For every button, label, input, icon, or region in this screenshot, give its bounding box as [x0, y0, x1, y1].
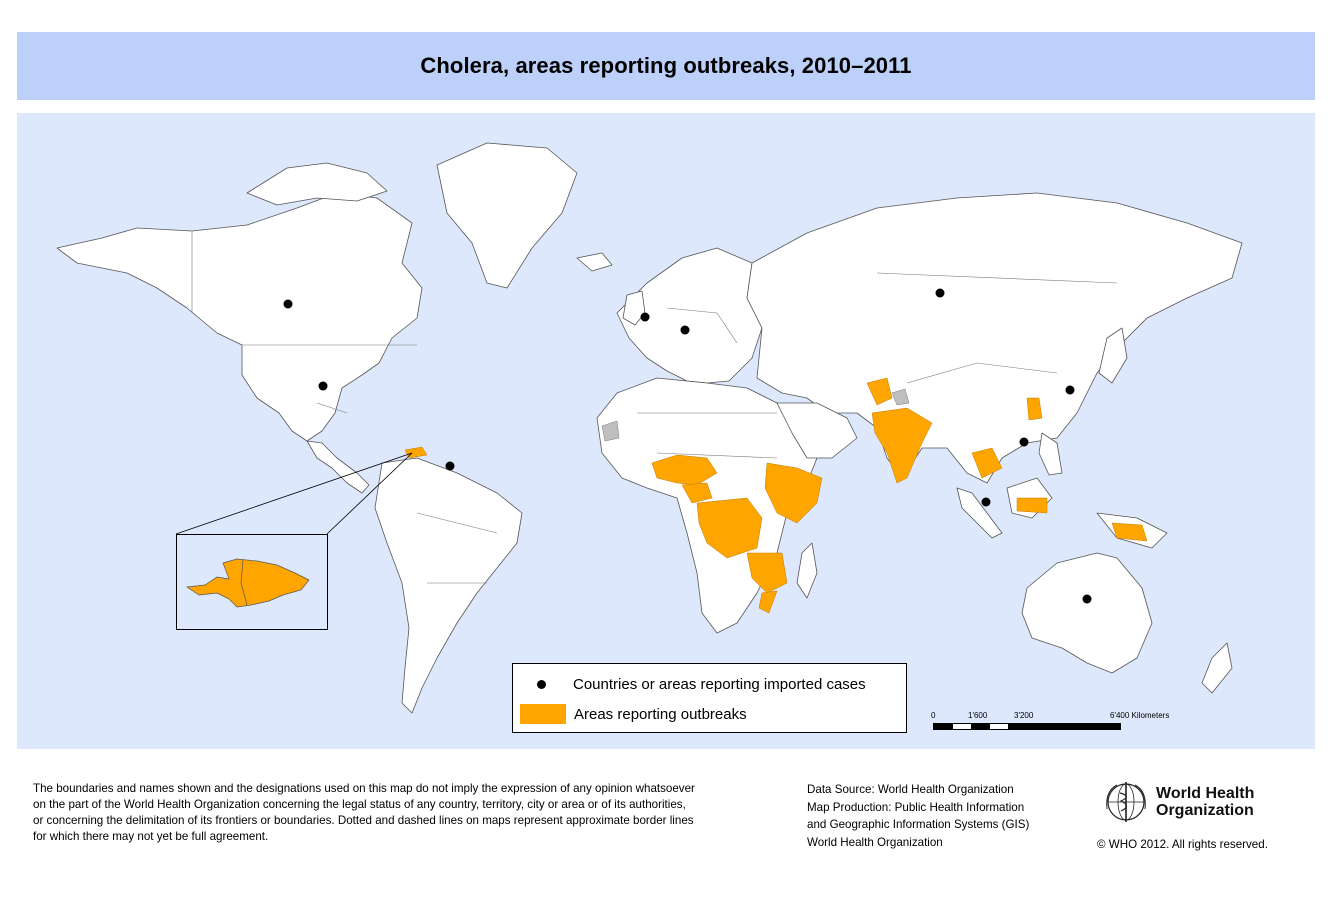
outbreak-central-africa	[696, 497, 763, 559]
imported-marker-canada	[283, 299, 293, 309]
outbreak-nigeria	[681, 482, 713, 504]
imported-marker-germany	[680, 325, 690, 335]
outbreak-papua	[1111, 522, 1148, 542]
imported-marker-russia	[935, 288, 945, 298]
source-line: and Geographic Information Systems (GIS)	[807, 818, 1030, 831]
who-name: World Health Organization	[1156, 785, 1254, 819]
disclaimer: The boundaries and names shown and the d…	[33, 781, 773, 845]
outbreak-sudan-ethiopia-somalia	[764, 462, 823, 524]
map-title: Cholera, areas reporting outbreaks, 2010…	[420, 53, 912, 78]
source-line: World Health Organization	[807, 835, 943, 849]
scale-tick-6400: 6'400 Kilometers	[1110, 711, 1170, 720]
title-bar: Cholera, areas reporting outbreaks, 2010…	[17, 32, 1315, 100]
source-line: Map Production: Public Health Informatio…	[807, 800, 1025, 814]
outbreak-malaysia	[1016, 497, 1048, 514]
outbreak-west-africa	[651, 454, 718, 486]
land-uk	[622, 290, 646, 326]
outbreak-china	[1026, 397, 1043, 421]
legend-item-outbreak: Areas reporting outbreaks	[513, 702, 747, 726]
map-frame: Countries or areas reporting imported ca…	[17, 113, 1315, 749]
inset-hispaniola	[176, 534, 328, 630]
land-south-america	[374, 457, 523, 714]
land-greenland	[436, 142, 578, 289]
world-map	[56, 142, 1243, 714]
imported-marker-hong-kong	[1019, 437, 1029, 447]
no-data-kashmir	[891, 388, 910, 406]
source-line: Data Source: World Health Organization	[807, 783, 1014, 796]
scale-bar-graphic	[933, 723, 1121, 730]
scale-tick-3200: 3'200	[1014, 711, 1034, 720]
imported-marker-korea	[1065, 385, 1075, 395]
orange-swatch-icon	[520, 704, 566, 724]
land-europe	[616, 247, 763, 384]
imported-marker-usa	[318, 381, 328, 391]
disclaimer-line: on the part of the World Health Organiza…	[33, 798, 686, 811]
imported-marker-singapore	[981, 497, 991, 507]
outbreak-pakistan	[866, 377, 893, 406]
legend-item-imported: Countries or areas reporting imported ca…	[513, 672, 866, 696]
who-name-line1: World Health	[1156, 785, 1255, 802]
outbreak-mozambique	[758, 590, 778, 614]
who-emblem-icon	[1106, 782, 1146, 822]
imported-marker-caribbean	[445, 461, 455, 471]
scale-tick-0: 0	[931, 711, 936, 720]
legend-label-outbreak: Areas reporting outbreaks	[574, 705, 747, 723]
land-arctic-islands	[246, 162, 388, 206]
land-central-america	[306, 440, 370, 494]
imported-marker-uk	[640, 312, 650, 322]
map-legend: Countries or areas reporting imported ca…	[512, 663, 907, 733]
land-philippines	[1038, 432, 1063, 476]
disclaimer-line: for which there may not yet be full agre…	[33, 830, 269, 843]
land-australia	[1021, 552, 1153, 674]
land-iceland	[576, 252, 613, 272]
copyright: © WHO 2012. All rights reserved.	[1097, 838, 1268, 851]
outbreak-indochina	[971, 447, 1003, 479]
scale-tick-1600: 1'600	[968, 711, 988, 720]
data-source: Data Source: World Health Organization M…	[807, 781, 1067, 851]
land-sumatra	[956, 487, 1003, 539]
outbreak-east-africa	[746, 552, 788, 594]
land-new-zealand	[1201, 642, 1233, 694]
who-logo: World Health Organization	[1103, 779, 1273, 825]
outbreak-india	[871, 407, 933, 484]
scale-bar: 0 1'600 3'200 6'400 Kilometers	[930, 711, 1169, 735]
land-arabia	[776, 402, 858, 459]
land-north-america	[56, 192, 423, 442]
no-data-western-sahara	[601, 420, 620, 442]
land-madagascar	[796, 542, 818, 599]
outbreak-hispaniola	[404, 446, 428, 459]
land-japan	[1098, 327, 1128, 384]
imported-marker-australia	[1082, 594, 1092, 604]
black-dot-icon	[537, 679, 546, 689]
disclaimer-line: The boundaries and names shown and the d…	[33, 782, 695, 795]
legend-label-imported: Countries or areas reporting imported ca…	[573, 675, 866, 693]
disclaimer-line: or concerning the delimitation of its fr…	[33, 814, 694, 827]
land-asia	[746, 192, 1243, 484]
who-name-line2: Organization	[1156, 802, 1254, 819]
